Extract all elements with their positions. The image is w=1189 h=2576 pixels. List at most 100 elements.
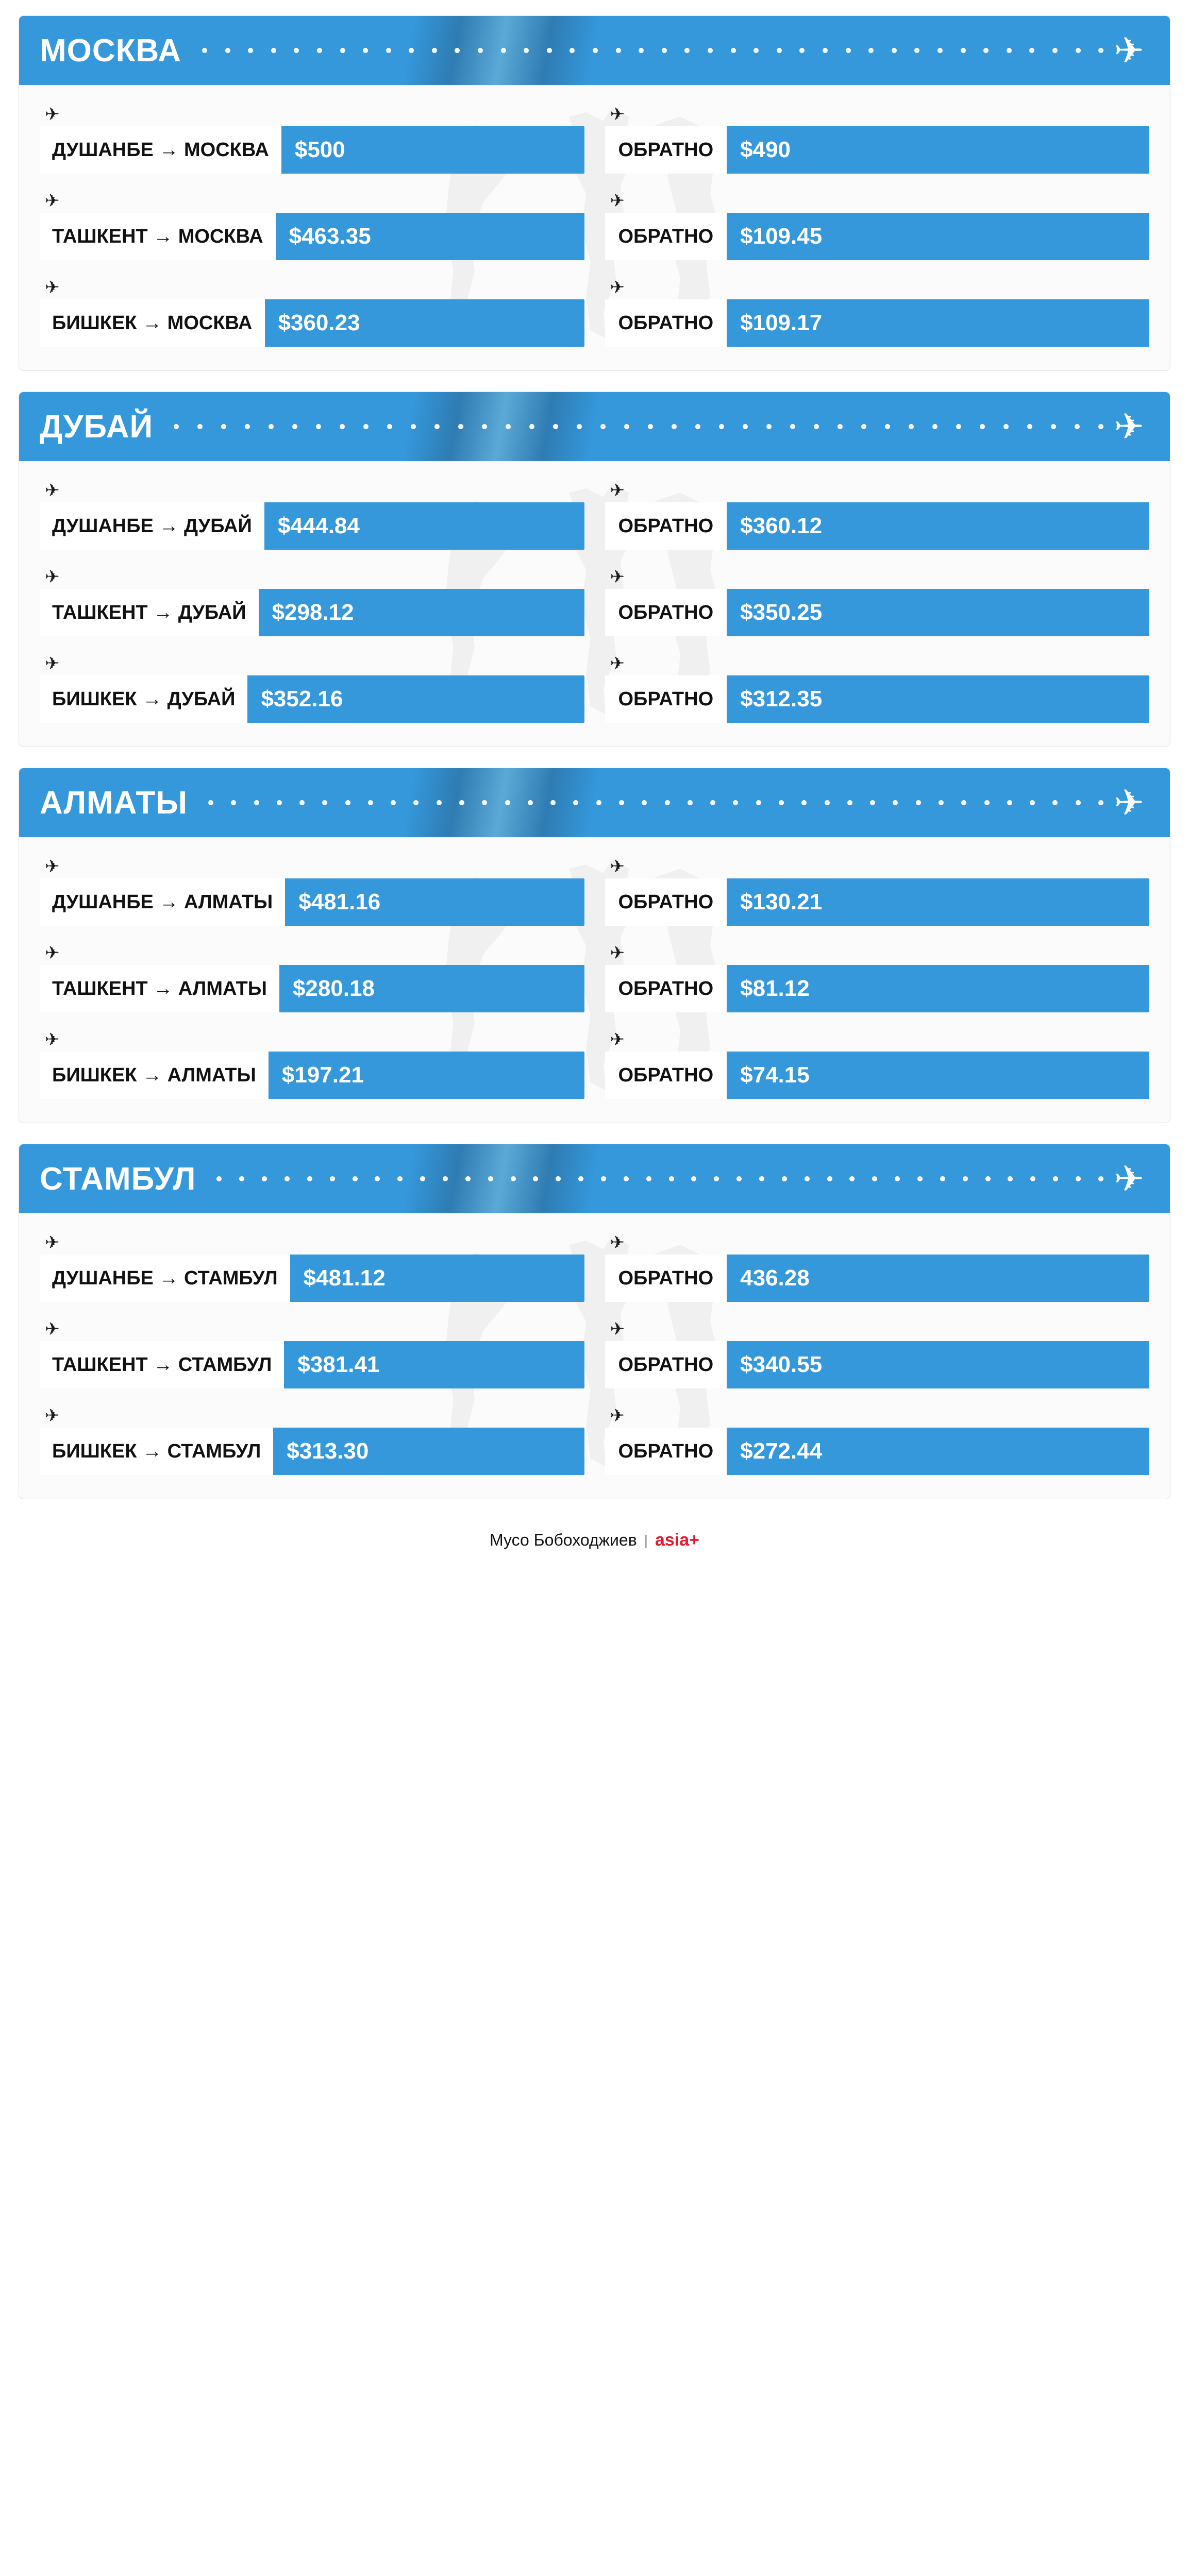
outbound-route-line: ТАШКЕНТ → СТАМБУЛ $381.41 xyxy=(40,1341,584,1388)
route-row: ✈ ТАШКЕНТ → ДУБАЙ $298.12 ✈ ОБРАТНО $350… xyxy=(40,568,1149,636)
dot xyxy=(823,48,828,53)
section-body: ✈ ДУШАНБЕ → АЛМАТЫ $481.16 ✈ ОБРАТНО $13… xyxy=(19,837,1170,1123)
return-label: ОБРАТНО xyxy=(605,1267,727,1290)
outbound-price-box: $481.16 xyxy=(285,878,584,926)
return-label: ОБРАТНО xyxy=(605,515,727,537)
dot xyxy=(501,48,506,53)
outbound-route-block: ✈ ДУШАНБЕ → СТАМБУЛ $481.12 xyxy=(40,1234,584,1302)
infographic-page: МОСКВА ✈ ✈ ДУШАНБЕ → МО xyxy=(0,0,1189,2576)
return-price-box: $81.12 xyxy=(727,965,1149,1012)
dot xyxy=(1030,800,1035,805)
footer-separator: | xyxy=(644,1532,648,1549)
dot xyxy=(639,48,644,53)
return-label: ОБРАТНО xyxy=(605,226,727,248)
return-price-box: $272.44 xyxy=(727,1428,1149,1475)
return-price-box: $109.17 xyxy=(727,299,1149,347)
dot xyxy=(684,48,690,53)
dot xyxy=(801,800,807,805)
outbound-route-line: БИШКЕК → АЛМАТЫ $197.21 xyxy=(40,1052,584,1099)
outbound-route-line: ТАШКЕНТ → АЛМАТЫ $280.18 xyxy=(40,965,584,1012)
dot xyxy=(269,424,274,429)
dot xyxy=(316,424,321,429)
dot xyxy=(432,48,437,53)
route-row: ✈ ДУШАНБЕ → АЛМАТЫ $481.16 ✈ ОБРАТНО $13… xyxy=(40,858,1149,926)
dot xyxy=(254,800,259,805)
dot xyxy=(1051,424,1056,429)
outbound-route-line: ДУШАНБЕ → СТАМБУЛ $481.12 xyxy=(40,1255,584,1302)
dot xyxy=(478,48,483,53)
return-label: ОБРАТНО xyxy=(605,978,727,1000)
dot xyxy=(1029,48,1034,53)
section-header: МОСКВА ✈ xyxy=(19,16,1170,85)
dot xyxy=(849,1176,855,1181)
outbound-price-box: $280.18 xyxy=(279,965,584,1012)
plane-icon-small: ✈ xyxy=(610,568,1150,586)
plane-icon-small: ✈ xyxy=(45,1234,584,1251)
section-title: СТАМБУЛ xyxy=(40,1161,196,1197)
return-label: ОБРАТНО xyxy=(605,1064,727,1087)
header-dots-plane: ✈ xyxy=(174,392,1144,461)
return-route-line: ОБРАТНО $130.21 xyxy=(605,878,1150,926)
plane-icon-small: ✈ xyxy=(610,944,1150,962)
dotted-line xyxy=(208,798,1103,808)
dot xyxy=(368,800,373,805)
dot xyxy=(1098,424,1103,429)
outbound-price-box: $360.23 xyxy=(265,299,584,347)
dot xyxy=(782,1176,787,1181)
dot xyxy=(465,1176,471,1181)
section-body: ✈ ДУШАНБЕ → МОСКВА $500 ✈ ОБРАТНО $490 ✈… xyxy=(19,85,1170,370)
return-route-line: ОБРАТНО $350.25 xyxy=(605,589,1150,636)
dot xyxy=(174,424,179,429)
dot xyxy=(197,424,203,429)
dot xyxy=(533,1176,538,1181)
dot xyxy=(1007,48,1012,53)
dot xyxy=(984,800,990,805)
dot xyxy=(1003,424,1009,429)
dot xyxy=(482,424,487,429)
dot xyxy=(292,424,297,429)
dot xyxy=(550,800,556,805)
plane-icon-small: ✈ xyxy=(45,279,584,296)
dot xyxy=(1076,800,1081,805)
dot xyxy=(731,48,736,53)
dot xyxy=(892,48,897,53)
dot xyxy=(799,48,805,53)
dot xyxy=(779,800,784,805)
dot xyxy=(642,800,647,805)
dot xyxy=(708,48,713,53)
dot xyxy=(861,424,866,429)
dot xyxy=(961,48,966,53)
dot xyxy=(961,800,966,805)
dotted-line xyxy=(216,1174,1103,1184)
dot xyxy=(980,424,985,429)
dot xyxy=(885,424,890,429)
dot xyxy=(284,1176,290,1181)
destination-section: МОСКВА ✈ ✈ ДУШАНБЕ → МО xyxy=(19,15,1170,371)
return-route-line: ОБРАТНО $340.55 xyxy=(605,1341,1150,1388)
dot xyxy=(528,800,533,805)
return-label: ОБРАТНО xyxy=(605,688,727,710)
return-price-box: $130.21 xyxy=(727,878,1149,926)
dot xyxy=(570,48,575,53)
dot xyxy=(1052,48,1058,53)
dot xyxy=(691,1176,696,1181)
outbound-route-text: БИШКЕК → МОСКВА xyxy=(40,312,265,334)
plane-icon-small: ✈ xyxy=(610,482,1150,499)
dot xyxy=(1008,1176,1013,1181)
dot xyxy=(208,800,213,805)
dot xyxy=(825,800,830,805)
dot xyxy=(624,424,629,429)
plane-icon-small: ✈ xyxy=(45,858,584,875)
dot xyxy=(648,424,653,429)
dot xyxy=(736,1176,742,1181)
dot xyxy=(573,800,578,805)
route-row: ✈ ДУШАНБЕ → МОСКВА $500 ✈ ОБРАТНО $490 xyxy=(40,106,1149,174)
plane-icon-small: ✈ xyxy=(610,1407,1150,1425)
return-price-box: $350.25 xyxy=(727,589,1149,636)
dot xyxy=(216,1176,222,1181)
plane-icon-small: ✈ xyxy=(45,1320,584,1338)
plane-icon-small: ✈ xyxy=(45,1031,584,1048)
outbound-price-box: $500 xyxy=(281,126,584,174)
dot xyxy=(814,424,819,429)
dot xyxy=(511,1176,516,1181)
